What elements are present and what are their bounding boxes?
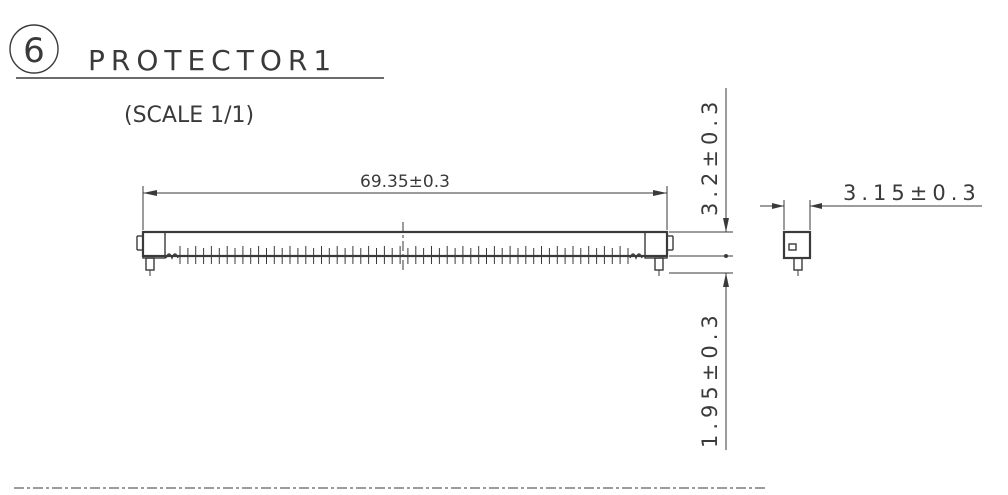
left-latch: [165, 253, 179, 260]
height-dimensions: 3.2±0.3 1.95±0.3: [669, 88, 733, 450]
length-dimension-label: 69.35±0.3: [360, 172, 450, 192]
contact-pins: [179, 246, 629, 264]
item-number: 6: [23, 31, 45, 71]
bottom-height-dimension-label: 1.95±0.3: [698, 310, 722, 448]
left-end-block: [142, 231, 166, 259]
depth-dimension-label: 3.15±0.3: [843, 181, 981, 205]
left-peg: [145, 257, 155, 271]
length-dimension: 69.35±0.3: [142, 172, 668, 230]
side-body: [782, 230, 812, 260]
item-number-circle: [9, 24, 59, 74]
right-end-block: [644, 231, 668, 259]
right-latch: [629, 253, 643, 260]
part-name: PROTECTOR1: [88, 44, 337, 77]
top-height-dimension-label: 3.2±0.3: [698, 97, 722, 216]
title-block: 6 PROTECTOR1 (SCALE 1/1): [9, 24, 384, 128]
right-peg: [654, 257, 664, 271]
connector-side-view: 3.15±0.3: [760, 181, 982, 276]
connector-front-view: [136, 222, 674, 276]
scale-label: (SCALE 1/1): [124, 103, 254, 128]
